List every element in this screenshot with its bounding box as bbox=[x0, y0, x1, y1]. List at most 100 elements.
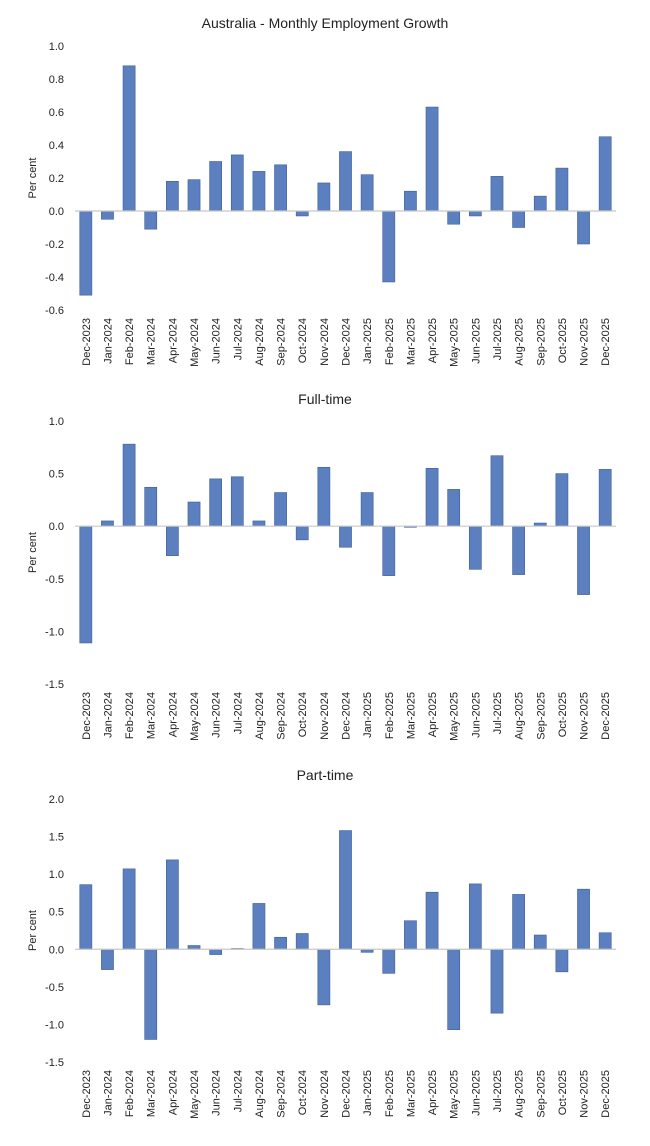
chart-title: Full-time bbox=[298, 391, 352, 407]
bar-apr-2025 bbox=[425, 891, 439, 950]
bar-sep-2025 bbox=[533, 195, 547, 212]
x-tick-label: Dec-2024 bbox=[341, 1070, 353, 1118]
bar-sep-2024 bbox=[274, 936, 287, 950]
y-tick-label: 1.0 bbox=[49, 869, 64, 881]
bar-dec-2023 bbox=[79, 884, 93, 950]
x-tick-label: Jun-2025 bbox=[470, 692, 482, 738]
x-tick-label: Jun-2025 bbox=[470, 1070, 482, 1116]
y-tick-label: 0.0 bbox=[49, 206, 64, 218]
x-tick-label: Apr-2025 bbox=[427, 692, 439, 737]
bar-nov-2024 bbox=[317, 182, 331, 212]
x-tick-label: Oct-2024 bbox=[297, 692, 309, 737]
x-tick-label: Sep-2025 bbox=[535, 692, 547, 740]
y-tick-label: 0.8 bbox=[49, 74, 64, 86]
x-tick-label: Nov-2025 bbox=[579, 692, 591, 740]
x-tick-label: Jan-2025 bbox=[362, 1070, 374, 1116]
y-tick-label: 0.2 bbox=[49, 173, 64, 185]
y-tick-label: 2.0 bbox=[49, 794, 64, 806]
bar-jul-2025 bbox=[490, 948, 504, 1014]
x-tick-label: Dec-2025 bbox=[600, 692, 612, 740]
bar-dec-2025 bbox=[598, 932, 612, 950]
bar-dec-2024 bbox=[339, 830, 352, 950]
y-tick-label: -1.0 bbox=[45, 626, 64, 638]
bar-apr-2025 bbox=[425, 468, 439, 527]
x-tick-label: Sep-2024 bbox=[276, 692, 288, 740]
x-tick-label: Jul-2024 bbox=[232, 692, 244, 734]
bar-oct-2024 bbox=[295, 933, 309, 950]
bar-mar-2025 bbox=[404, 190, 417, 212]
x-tick-label: Jan-2025 bbox=[362, 318, 374, 364]
y-tick-label: -1.5 bbox=[45, 1057, 64, 1069]
y-tick-label: -0.5 bbox=[45, 574, 64, 586]
x-tick-label: Oct-2025 bbox=[557, 692, 569, 737]
bar-oct-2024 bbox=[295, 210, 309, 217]
x-tick-label: Jul-2025 bbox=[492, 318, 504, 360]
bar-may-2025 bbox=[447, 948, 461, 1030]
x-tick-label: Mar-2024 bbox=[146, 318, 158, 365]
x-tick-label: Apr-2025 bbox=[427, 1070, 439, 1115]
x-tick-label: Feb-2025 bbox=[384, 692, 396, 739]
bar-dec-2023 bbox=[79, 210, 93, 296]
x-tick-label: Jan-2024 bbox=[102, 692, 114, 738]
y-tick-label: 1.0 bbox=[49, 41, 64, 53]
x-tick-label: May-2025 bbox=[449, 692, 461, 741]
bar-feb-2024 bbox=[122, 868, 136, 950]
x-tick-label: Aug-2025 bbox=[514, 318, 526, 366]
x-tick-label: May-2025 bbox=[449, 318, 461, 367]
x-tick-label: Nov-2024 bbox=[319, 1070, 331, 1118]
bar-dec-2024 bbox=[339, 151, 352, 212]
bar-may-2025 bbox=[447, 210, 461, 225]
bar-mar-2024 bbox=[144, 948, 158, 1040]
bar-sep-2025 bbox=[533, 934, 547, 950]
x-tick-label: Jul-2024 bbox=[232, 1070, 244, 1112]
x-tick-label: Nov-2024 bbox=[319, 318, 331, 366]
bar-jun-2024 bbox=[209, 161, 223, 212]
bar-may-2024 bbox=[187, 501, 201, 527]
bar-apr-2024 bbox=[166, 181, 179, 212]
x-tick-label: Jun-2024 bbox=[211, 1070, 223, 1116]
chart-title: Part-time bbox=[297, 767, 354, 783]
bar-apr-2025 bbox=[425, 106, 439, 212]
bar-jul-2025 bbox=[490, 455, 504, 527]
x-tick-label: Jun-2024 bbox=[211, 318, 223, 364]
x-tick-label: May-2025 bbox=[449, 1070, 461, 1119]
x-tick-label: Jan-2025 bbox=[362, 692, 374, 738]
x-tick-label: Apr-2025 bbox=[427, 318, 439, 363]
x-tick-label: Mar-2025 bbox=[405, 1070, 417, 1117]
y-tick-label: -0.5 bbox=[45, 982, 64, 994]
x-tick-label: Jun-2024 bbox=[211, 692, 223, 738]
x-tick-label: Sep-2024 bbox=[276, 1070, 288, 1118]
x-tick-label: Sep-2025 bbox=[535, 1070, 547, 1118]
bar-may-2024 bbox=[187, 179, 201, 212]
y-tick-label: -1.0 bbox=[45, 1019, 64, 1031]
y-tick-label: 1.0 bbox=[49, 416, 64, 428]
x-tick-label: Jul-2025 bbox=[492, 692, 504, 734]
bar-apr-2024 bbox=[166, 859, 179, 950]
y-tick-label: 1.5 bbox=[49, 832, 64, 844]
x-tick-label: Oct-2025 bbox=[557, 318, 569, 363]
x-tick-label: Apr-2024 bbox=[167, 1070, 179, 1115]
x-tick-label: Dec-2024 bbox=[341, 318, 353, 366]
full-time-chart: Full-time Per cent -1.5 -1.0 -0.5 0.0 0.5 1.0 De… bbox=[27, 391, 616, 741]
x-tick-label: Oct-2024 bbox=[297, 1070, 309, 1115]
x-tick-label: Sep-2025 bbox=[535, 318, 547, 366]
bar-jan-2024 bbox=[101, 210, 114, 220]
bar-jan-2024 bbox=[101, 948, 114, 970]
bar-feb-2025 bbox=[382, 525, 396, 576]
bar-dec-2025 bbox=[598, 469, 612, 527]
x-tick-label: Oct-2024 bbox=[297, 318, 309, 363]
y-tick-label: -0.6 bbox=[45, 305, 64, 317]
x-tick-label: Aug-2025 bbox=[514, 1070, 526, 1118]
chart-panel-full-time: Full-time Per cent -1.5 -1.0 -0.5 0.0 0.5 1.0 De… bbox=[0, 376, 650, 756]
bar-oct-2025 bbox=[555, 167, 569, 212]
bar-jun-2025 bbox=[468, 883, 482, 950]
y-tick-label: -0.4 bbox=[45, 272, 64, 284]
x-tick-label: May-2024 bbox=[189, 1070, 201, 1119]
bar-jun-2024 bbox=[209, 478, 223, 527]
x-tick-label: Jul-2025 bbox=[492, 1070, 504, 1112]
bar-nov-2025 bbox=[577, 210, 590, 245]
x-tick-label: Dec-2024 bbox=[341, 692, 353, 740]
bar-dec-2025 bbox=[598, 136, 612, 212]
bar-aug-2024 bbox=[252, 903, 266, 950]
bar-sep-2024 bbox=[274, 164, 287, 212]
